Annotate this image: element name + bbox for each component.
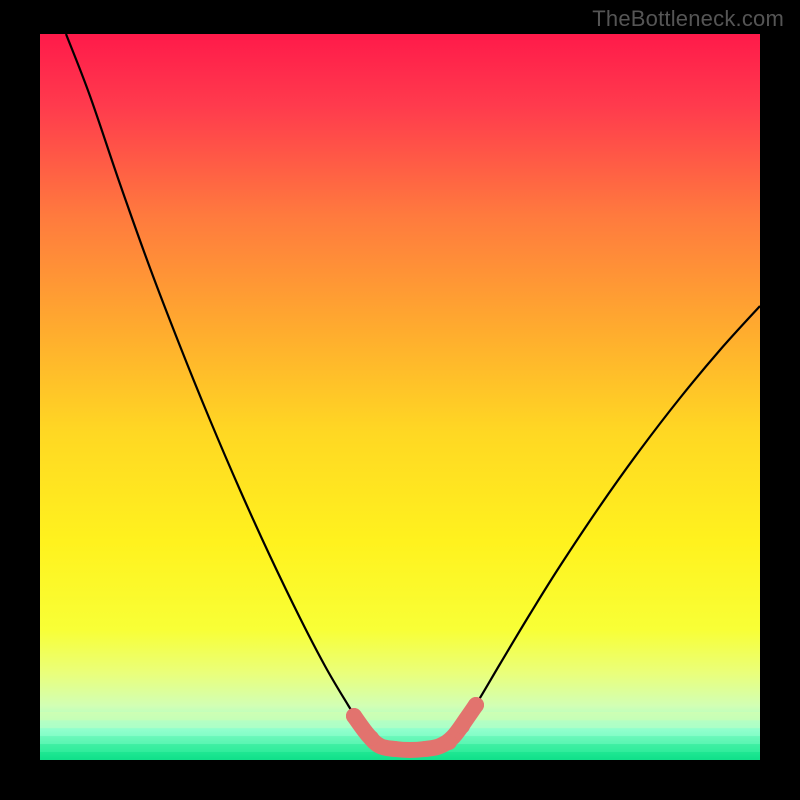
sweet-spot-marker — [387, 741, 403, 757]
sweet-spot-marker — [454, 718, 470, 734]
sweet-spot-marker — [363, 730, 379, 746]
sweet-spot-marker — [417, 741, 433, 757]
bottleneck-chart — [0, 0, 800, 800]
watermark-text: TheBottleneck.com — [592, 6, 784, 32]
sweet-spot-marker — [468, 697, 484, 713]
sweet-spot-marker — [441, 734, 457, 750]
sweet-spot-marker — [346, 708, 362, 724]
gradient-background — [40, 34, 760, 760]
chart-stage: TheBottleneck.com — [0, 0, 800, 800]
